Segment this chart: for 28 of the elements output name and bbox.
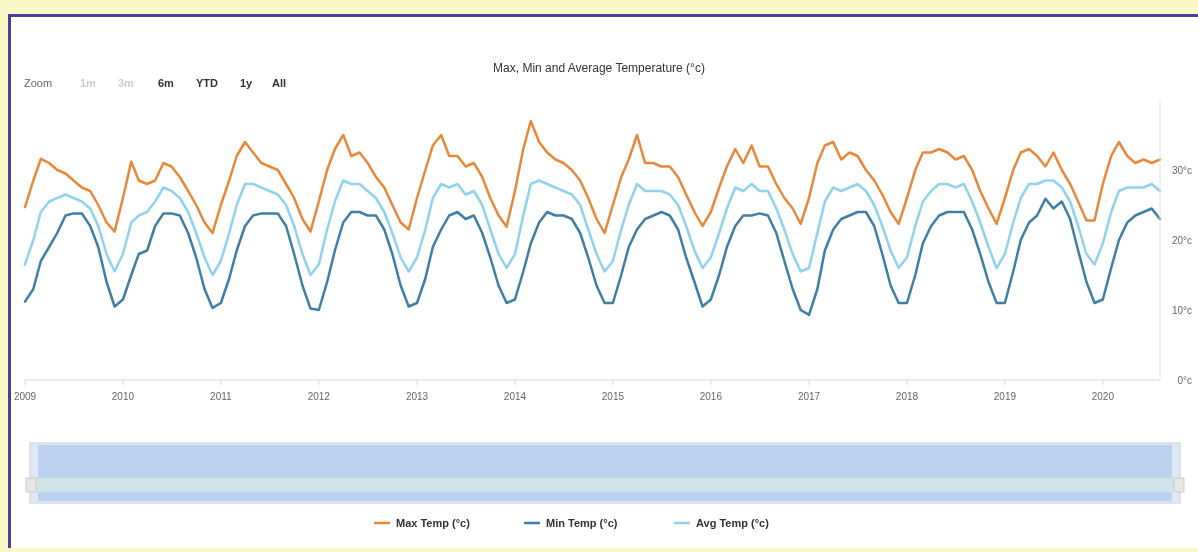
text: YTD: [196, 77, 219, 89]
x-tick-label: 2019: [993, 391, 1017, 402]
legend-label: Avg Temp (°c): [696, 517, 770, 529]
legend-label: Min Temp (°c): [546, 517, 618, 529]
x-tick-label: 2014: [503, 391, 527, 402]
text: 6m: [158, 77, 175, 89]
y-tick-label: 10°c: [1171, 305, 1192, 316]
y-tick-label: 30°c: [1171, 165, 1192, 176]
chart-title: Max, Min and Average Temperature (°c): [493, 61, 705, 75]
y-tick-label: 20°c: [1171, 235, 1192, 246]
line-series: [23, 119, 1162, 235]
line-series: [23, 179, 1162, 277]
x-tick-label: 2013: [405, 391, 429, 402]
x-tick-label: 2011: [210, 391, 233, 402]
x-tick-label: 2009: [13, 391, 37, 402]
text: Zoom: [24, 77, 53, 89]
x-tick-label: 2010: [111, 391, 135, 402]
x-tick-label: 2016: [699, 391, 723, 402]
text: 1y: [240, 77, 254, 89]
x-tick-label: 2020: [1091, 391, 1115, 402]
x-tick-label: 2012: [307, 391, 331, 402]
x-tick-label: 2017: [797, 391, 821, 402]
x-tick-label: 2018: [895, 391, 919, 402]
legend-label: Max Temp (°c): [396, 517, 471, 529]
text: All: [272, 77, 287, 89]
y-tick-label: 0°c: [1177, 375, 1192, 386]
x-tick-label: 2015: [601, 391, 625, 402]
line-series: [23, 197, 1162, 317]
